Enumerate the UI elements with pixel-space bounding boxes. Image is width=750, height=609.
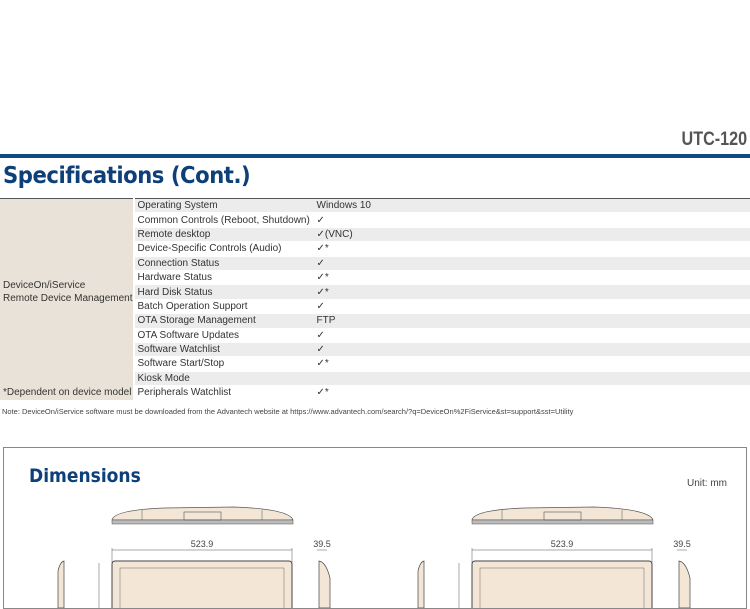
side-view-left — [417, 560, 425, 608]
drawing-right: 523.9 39.5 — [417, 506, 691, 608]
download-note: Note: DeviceOn/iService software must be… — [2, 407, 574, 416]
spec-value: ✓* — [313, 385, 750, 401]
group-label-line1: DeviceOn/iService — [3, 280, 86, 292]
table-row: Device-Specific Controls (Audio) ✓* — [0, 241, 750, 257]
spec-name: Remote desktop — [133, 227, 314, 243]
table-row: OTA Storage Management FTP — [0, 313, 750, 329]
table-row: Software Start/Stop ✓* — [0, 356, 750, 372]
spec-name: Hardware Status — [133, 270, 314, 286]
spec-name: Operating System — [133, 198, 314, 214]
width-label: 523.9 — [191, 539, 214, 549]
spec-value: ✓* — [313, 356, 750, 372]
depth-label: 39.5 — [673, 539, 691, 549]
table-row: *Dependent on device model Peripherals Wa… — [0, 385, 750, 401]
width-label: 523.9 — [551, 539, 574, 549]
table-row: OTA Software Updates ✓ — [0, 328, 750, 343]
spec-name: Connection Status — [133, 256, 314, 271]
spec-name: Software Start/Stop — [133, 356, 314, 372]
table-row: DeviceOn/iService Remote Device Managemen… — [0, 198, 750, 386]
table-row: Connection Status ✓ — [0, 256, 750, 271]
side-view-left — [57, 560, 65, 608]
spec-value: ✓ — [313, 328, 750, 343]
spec-name: Kiosk Mode — [133, 371, 314, 387]
top-view — [471, 506, 654, 521]
section-title: Specifications (Cont.) — [3, 163, 251, 189]
dimensions-panel: Dimensions Unit: mm 523.9 39.5 523.9 39.… — [3, 447, 747, 609]
spec-name: Software Watchlist — [133, 342, 314, 358]
table-row: Batch Operation Support ✓ — [0, 299, 750, 315]
spec-name: Device-Specific Controls (Audio) — [133, 241, 314, 257]
group-label-line2: Remote Device Management — [3, 293, 133, 305]
spec-value: ✓* — [313, 241, 750, 257]
drawing-left: 523.9 39.5 — [57, 506, 331, 608]
top-view — [111, 506, 294, 521]
depth-label: 39.5 — [313, 539, 331, 549]
group-label: DeviceOn/iService Remote Device Managemen… — [0, 198, 135, 386]
spec-value: ✓(VNC) — [313, 227, 750, 243]
spec-name: Hard Disk Status — [133, 284, 314, 300]
top-view-base — [471, 519, 654, 525]
table-row: Hardware Status ✓* — [0, 270, 750, 286]
table-row: Hard Disk Status ✓* — [0, 284, 750, 300]
dimension-drawings: 523.9 39.5 523.9 39.5 — [57, 506, 691, 608]
spec-value: ✓* — [313, 284, 750, 300]
side-view-right — [678, 560, 691, 608]
table-row: Remote desktop ✓(VNC) — [0, 227, 750, 243]
spec-name: OTA Storage Management — [133, 313, 314, 329]
table-row: Common Controls (Reboot, Shutdown) ✓ — [0, 212, 750, 228]
spec-table: DeviceOn/iService Remote Device Managemen… — [0, 198, 750, 401]
spec-value: ✓ — [313, 212, 750, 228]
spec-value: ✓* — [313, 270, 750, 286]
spec-name: Peripherals Watchlist — [133, 385, 314, 401]
spec-value — [313, 371, 750, 387]
spec-name: Batch Operation Support — [133, 299, 314, 315]
dimensions-title: Dimensions — [29, 465, 141, 487]
spec-name: Common Controls (Reboot, Shutdown) — [133, 212, 314, 228]
spec-name: OTA Software Updates — [133, 328, 314, 343]
top-view-base — [111, 519, 294, 525]
spec-value: FTP — [313, 313, 750, 329]
table-row: Software Watchlist ✓ — [0, 342, 750, 358]
table-row: Kiosk Mode — [0, 371, 750, 387]
side-view-right — [318, 560, 331, 608]
model-name: UTC-120 — [681, 129, 747, 150]
unit-label: Unit: mm — [687, 478, 727, 489]
footnote: *Dependent on device model — [0, 385, 135, 400]
spec-value: ✓ — [313, 299, 750, 315]
spec-value: ✓ — [313, 342, 750, 358]
spec-value: ✓ — [313, 256, 750, 271]
header-divider — [0, 154, 750, 158]
spec-value: Windows 10 — [313, 198, 750, 214]
